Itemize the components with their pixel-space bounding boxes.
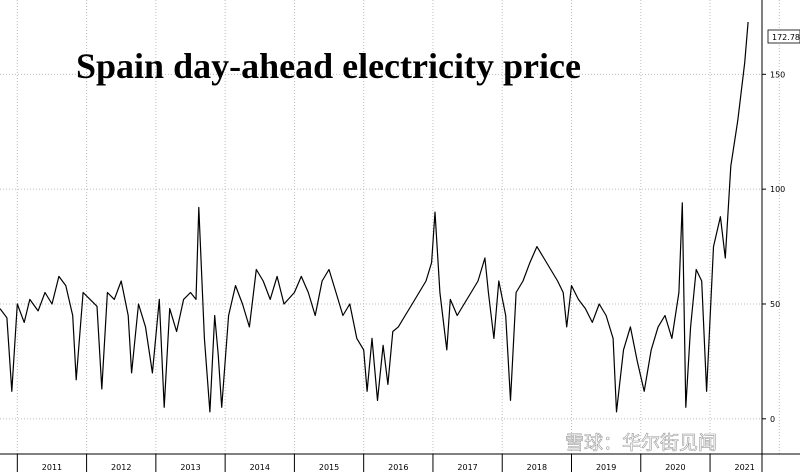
- last-value-box: [767, 29, 800, 44]
- x-tick-label: 2014: [250, 463, 270, 472]
- y-tick-label: 50: [770, 300, 780, 309]
- chart-title: Spain day-ahead electricity price: [76, 46, 581, 86]
- x-tick-label: 2017: [457, 463, 477, 472]
- x-tick-label: 2018: [527, 463, 547, 472]
- y-tick-label: 150: [770, 70, 785, 79]
- x-tick-label: 2016: [388, 463, 408, 472]
- last-value-badge: 172.78: [767, 29, 800, 44]
- plot-area: [0, 21, 749, 413]
- grid-lines: [0, 0, 780, 454]
- x-tick-label: 2019: [596, 463, 616, 472]
- x-tick-label: 2015: [319, 463, 339, 472]
- x-axis: 2011 2012 2013 2014 2015 2016 2017 2018 2019 2020…: [0, 453, 800, 472]
- last-value-label: 172.78: [772, 33, 800, 42]
- y-tick-label: 100: [770, 185, 785, 194]
- x-tick-label: 2020: [665, 463, 685, 472]
- y-axis: 0 50 100 150: [761, 0, 785, 472]
- x-tick-label: 2011: [42, 463, 62, 472]
- y-tick-label: 0: [770, 415, 775, 424]
- x-tick-label: 2013: [180, 463, 200, 472]
- x-tick-label: 2021: [735, 463, 755, 472]
- x-tick-label: 2012: [111, 463, 131, 472]
- watermark: 雪球：华尔街见闻: [565, 432, 717, 454]
- series-line: [0, 21, 749, 413]
